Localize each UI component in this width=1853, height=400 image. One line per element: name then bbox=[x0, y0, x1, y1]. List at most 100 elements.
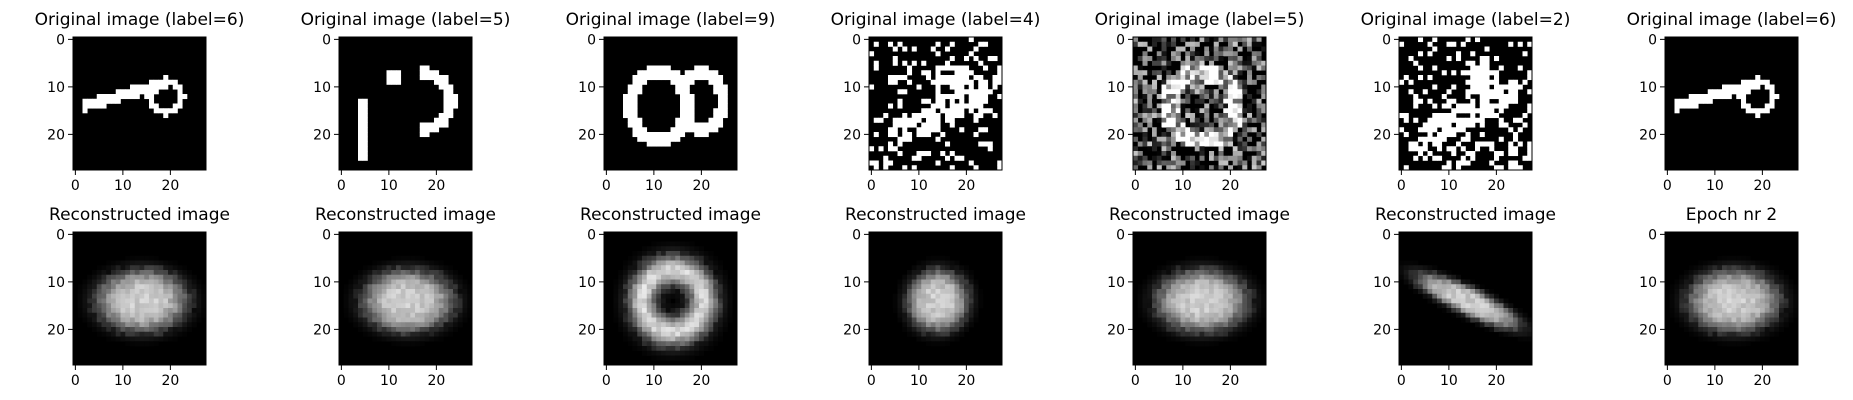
x-tick-label: 0 bbox=[602, 178, 611, 194]
y-tick-label: 0 bbox=[587, 227, 596, 243]
image-pixels bbox=[623, 65, 728, 147]
axes-frame bbox=[868, 36, 1003, 171]
x-tick-label: 10 bbox=[1706, 178, 1724, 194]
y-tick-label: 10 bbox=[313, 80, 331, 96]
x-tick-label: 0 bbox=[71, 373, 80, 389]
panel-1-0: Reconstructed image 0 10 20 0 10 20 bbox=[47, 205, 230, 389]
y-tick-label: 20 bbox=[1639, 127, 1657, 143]
panel-title: Original image (label=6) bbox=[35, 10, 245, 30]
panel-0-3: Original image (label=4) 0 10 20 0 10 20 bbox=[831, 10, 1041, 194]
y-tick-label: 0 bbox=[1648, 227, 1657, 243]
image-pixels bbox=[343, 255, 473, 347]
y-tick-label: 20 bbox=[313, 322, 331, 338]
panel-title: Original image (label=6) bbox=[1627, 10, 1837, 30]
x-tick-label: 0 bbox=[867, 178, 876, 194]
y-tick-label: 20 bbox=[578, 322, 596, 338]
x-tick-label: 0 bbox=[1663, 373, 1672, 389]
x-tick-label: 10 bbox=[1174, 178, 1192, 194]
axes-frame bbox=[1664, 231, 1799, 366]
y-tick-label: 10 bbox=[843, 80, 861, 96]
axes-frame bbox=[603, 36, 738, 171]
x-tick-label: 20 bbox=[957, 178, 975, 194]
axes-frame bbox=[72, 231, 207, 366]
panel-1-6: Epoch nr 2 0 10 20 0 10 20 bbox=[1639, 205, 1799, 389]
x-tick-label: 10 bbox=[114, 178, 132, 194]
y-tick-label: 20 bbox=[1373, 322, 1391, 338]
panel-1-1: Reconstructed image 0 10 20 0 10 20 bbox=[313, 205, 496, 389]
x-tick-label: 10 bbox=[910, 373, 928, 389]
y-tick-label: 10 bbox=[1639, 275, 1657, 291]
image-pixels bbox=[1137, 255, 1267, 347]
y-tick-label: 0 bbox=[1382, 227, 1391, 243]
panel-1-5: Reconstructed image 0 10 20 0 10 20 bbox=[1373, 205, 1556, 389]
panel-title: Epoch nr 2 bbox=[1686, 205, 1777, 225]
panel-title: Original image (label=4) bbox=[831, 10, 1041, 30]
y-tick-label: 10 bbox=[578, 275, 596, 291]
panel-0-4: Original image (label=5) 0 10 20 0 10 20 bbox=[1095, 10, 1305, 194]
panel-title: Reconstructed image bbox=[845, 205, 1026, 225]
y-tick-label: 0 bbox=[56, 32, 65, 48]
y-tick-label: 10 bbox=[313, 275, 331, 291]
panel-title: Original image (label=2) bbox=[1361, 10, 1571, 30]
y-tick-label: 10 bbox=[1373, 275, 1391, 291]
y-tick-label: 10 bbox=[47, 80, 65, 96]
y-tick-label: 10 bbox=[1107, 80, 1125, 96]
x-tick-label: 20 bbox=[1753, 178, 1771, 194]
x-tick-label: 10 bbox=[1174, 373, 1192, 389]
image-pixels bbox=[82, 75, 188, 119]
y-tick-label: 10 bbox=[843, 275, 861, 291]
x-tick-label: 0 bbox=[1131, 178, 1140, 194]
y-tick-label: 20 bbox=[1107, 127, 1125, 143]
image-pixels bbox=[77, 255, 207, 347]
y-tick-label: 20 bbox=[47, 127, 65, 143]
panel-1-3: Reconstructed image 0 10 20 0 10 20 bbox=[843, 205, 1026, 389]
x-tick-label: 20 bbox=[161, 373, 179, 389]
axes-frame bbox=[1132, 231, 1267, 366]
panel-0-5: Original image (label=2) 0 10 20 0 10 20 bbox=[1361, 10, 1571, 194]
x-tick-label: 10 bbox=[1440, 373, 1458, 389]
panel-title: Original image (label=5) bbox=[301, 10, 511, 30]
panel-0-2: Original image (label=9) 0 10 20 0 10 20 bbox=[566, 10, 776, 194]
axes-frame bbox=[338, 231, 473, 366]
x-tick-label: 0 bbox=[867, 373, 876, 389]
x-tick-label: 0 bbox=[71, 178, 80, 194]
y-tick-label: 20 bbox=[313, 127, 331, 143]
axes-frame bbox=[1398, 36, 1533, 171]
panel-0-6: Original image (label=6) 0 10 20 0 10 20 bbox=[1627, 10, 1837, 194]
panel-1-4: Reconstructed image 0 10 20 0 10 20 bbox=[1107, 205, 1290, 389]
panel-1-2: Reconstructed image 0 10 20 0 10 20 bbox=[578, 205, 761, 389]
image-pixels bbox=[613, 241, 733, 361]
y-tick-label: 10 bbox=[1107, 275, 1125, 291]
x-tick-label: 20 bbox=[692, 373, 710, 389]
x-tick-label: 10 bbox=[114, 373, 132, 389]
panel-0-1: Original image (label=5) 0 10 20 0 10 20 bbox=[301, 10, 511, 194]
image-pixels bbox=[1674, 75, 1780, 119]
y-tick-label: 20 bbox=[47, 322, 65, 338]
panel-title: Reconstructed image bbox=[49, 205, 230, 225]
x-tick-label: 20 bbox=[1221, 373, 1239, 389]
image-pixels bbox=[1133, 37, 1267, 171]
x-tick-label: 0 bbox=[1663, 178, 1672, 194]
x-tick-label: 0 bbox=[1397, 178, 1406, 194]
x-tick-label: 20 bbox=[692, 178, 710, 194]
x-tick-label: 10 bbox=[1706, 373, 1724, 389]
x-tick-label: 10 bbox=[1440, 178, 1458, 194]
y-tick-label: 20 bbox=[578, 127, 596, 143]
y-tick-label: 20 bbox=[1373, 127, 1391, 143]
x-tick-label: 20 bbox=[1221, 178, 1239, 194]
x-tick-label: 20 bbox=[1487, 178, 1505, 194]
axes-frame bbox=[603, 231, 738, 366]
axes-frame bbox=[338, 36, 473, 171]
x-tick-label: 10 bbox=[380, 178, 398, 194]
x-tick-label: 0 bbox=[602, 373, 611, 389]
y-tick-label: 20 bbox=[1639, 322, 1657, 338]
y-tick-label: 10 bbox=[578, 80, 596, 96]
x-tick-label: 0 bbox=[1131, 373, 1140, 389]
y-tick-label: 20 bbox=[1107, 322, 1125, 338]
image-pixels bbox=[1399, 260, 1533, 342]
x-tick-label: 10 bbox=[645, 373, 663, 389]
x-tick-label: 20 bbox=[161, 178, 179, 194]
image-pixels bbox=[1669, 255, 1799, 347]
y-tick-label: 10 bbox=[1639, 80, 1657, 96]
